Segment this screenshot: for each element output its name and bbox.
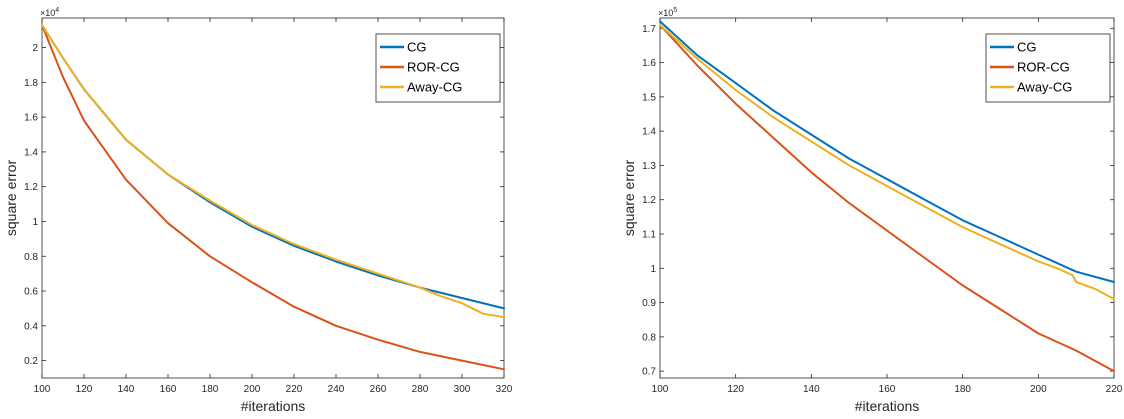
y-tick-label: 1.4 [642,127,656,138]
chart-panel-1: 100 120 140 160 180 200 220 240 260 280 300 320 0.2 0… [3,7,513,414]
y-tick-label: 1.2 [642,195,656,206]
x-tick-label: 220 [286,384,303,395]
legend-entry-label: CG [1017,40,1037,55]
x-axis-label: #iterations [241,398,306,414]
y-axis-label: square error [621,160,637,237]
y-multiplier-base: ×10 [658,8,673,18]
x-axis-label: #iterations [855,398,920,414]
y-tick-label: 0.4 [24,321,38,332]
x-tick-label: 200 [1030,384,1047,395]
series-line-cg [659,20,1115,283]
y-tick-label: 1.6 [642,58,656,69]
legend-entry-label: ROR-CG [1017,60,1070,75]
y-multiplier-power: 5 [673,7,677,14]
x-tick-label: 120 [76,384,93,395]
series-line-away-cg [659,23,1115,301]
y-tick-label: 0.7 [642,367,656,378]
y-multiplier-label: ×105 [658,7,677,18]
y-multiplier-power: 4 [55,7,59,14]
legend-entry-label: Away-CG [407,80,462,95]
y-tick-label: 1 [650,264,656,275]
x-tick-label: 100 [652,384,669,395]
chart-panel-2: 100 120 140 160 180 200 220 0.7 0.8 0.9 1 1.1 1.2 1.3… [621,7,1123,414]
y-tick-label: 0.6 [24,287,38,298]
y-tick-label: 1.4 [24,147,38,158]
y-tick-label: 0.9 [642,298,656,309]
x-tick-label: 300 [454,384,471,395]
x-tick-label: 220 [1106,384,1123,395]
y-tick-label: 0.8 [24,252,38,263]
legend-entry-label: Away-CG [1017,80,1072,95]
x-tick-label: 140 [118,384,135,395]
y-tick-label: 1.8 [24,78,38,89]
y-multiplier-label: ×104 [40,7,59,18]
x-tick-label: 280 [412,384,429,395]
x-tick-label: 200 [244,384,261,395]
x-tick-label: 240 [328,384,345,395]
x-tick-label: 160 [160,384,177,395]
x-tick-label: 260 [370,384,387,395]
y-tick-label: 1.2 [24,182,38,193]
x-tick-label: 140 [803,384,820,395]
y-tick-label: 0.2 [24,356,38,367]
series-line-ror-cg [41,24,505,371]
x-tick-label: 320 [496,384,513,395]
x-tick-label: 160 [879,384,896,395]
x-tick-label: 100 [34,384,51,395]
legend-entry-label: ROR-CG [407,60,460,75]
y-axis-label: square error [3,160,19,237]
y-multiplier-base: ×10 [40,8,55,18]
x-tick-label: 180 [954,384,971,395]
legend: CG ROR-CG Away-CG [375,33,501,103]
x-tick-label: 180 [202,384,219,395]
y-tick-label: 1.1 [642,230,656,241]
series-line-ror-cg [659,23,1115,373]
y-tick-label: 1.3 [642,161,656,172]
series-line-away-cg [41,24,505,319]
y-tick-label: 1.6 [24,113,38,124]
y-tick-label: 1.5 [642,92,656,103]
y-tick-label: 1 [32,217,38,228]
y-tick-label: 0.8 [642,332,656,343]
y-tick-label: 2 [32,43,38,54]
y-tick-label: 1.7 [642,24,656,35]
legend-entry-label: CG [407,40,427,55]
x-tick-label: 120 [727,384,744,395]
legend: CG ROR-CG Away-CG [985,33,1111,103]
